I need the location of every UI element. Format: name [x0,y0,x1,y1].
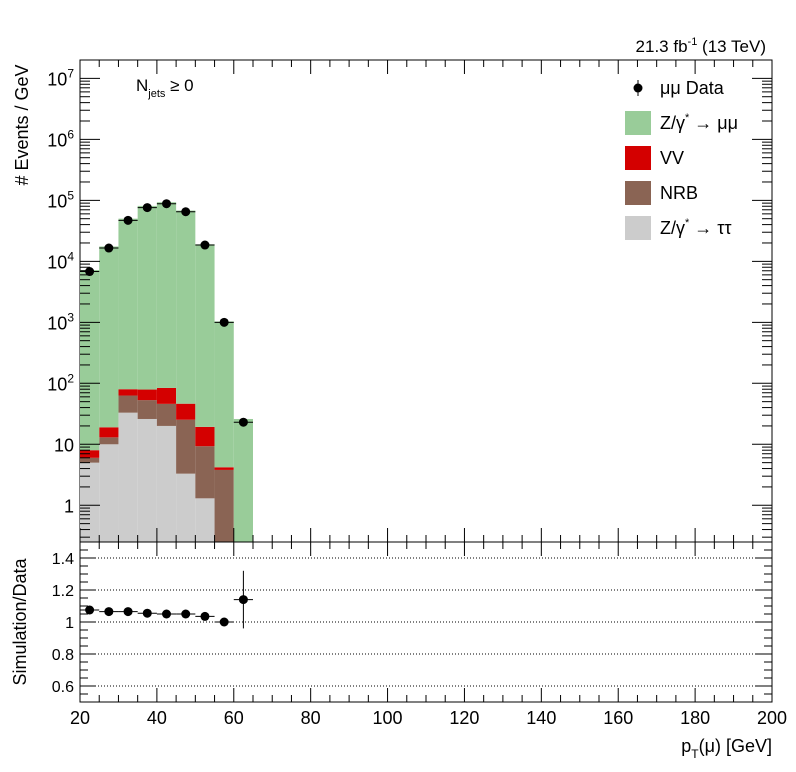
ratio-gridlines [80,557,772,687]
legend-swatch [625,111,651,135]
data-point [123,215,133,225]
ratio-y-tick-label: 1.4 [52,551,74,568]
legend: μμ Data Z/γ* → μμ VV NRB Z/γ* → ττ [625,78,738,240]
bar-3-1 [99,246,119,428]
ratio-point [104,607,114,617]
bar-1-7 [214,469,234,542]
bar-3-5 [176,210,196,404]
bar-3-0 [80,269,100,451]
ratio-y-axis-label: Simulation/Data [10,557,30,685]
bar-1-3 [137,400,157,419]
y-tick-label: 105 [47,188,74,211]
bar-2-1 [99,427,119,438]
bar-1-2 [118,395,138,413]
ratio-y-tick-label: 1.2 [52,583,74,600]
ratio-point [238,595,248,605]
bar-2-5 [176,403,196,420]
legend-swatch [625,216,651,240]
bar-0-0 [80,462,100,542]
data-point [219,317,229,327]
legend-label: Z/γ* → μμ [660,112,738,133]
x-tick-label: 160 [603,708,633,728]
stacked-histogram [80,202,253,542]
bar-3-6 [195,244,215,427]
luminosity-label: 21.3 fb-1 (13 TeV) [636,36,766,56]
ratio-y-tick-label: 0.8 [52,647,74,664]
x-tick-label: 20 [70,708,90,728]
ratio-panel: 0.60.811.21.420 40 60 80 100 120 140 160 180 200 … [10,541,787,761]
x-tick-label: 120 [449,708,479,728]
ratio-point [200,611,210,621]
legend-swatch [625,181,651,205]
data-point [85,267,95,277]
data-point [162,199,171,209]
bar-1-1 [99,437,119,445]
bar-2-2 [118,389,138,396]
y-tick-label: 103 [47,310,74,333]
data-point [142,203,152,213]
ratio-point [123,607,133,617]
bar-1-6 [195,446,215,499]
bar-2-7 [214,467,234,470]
bar-3-4 [156,202,177,388]
ratio-axes: 0.6 0.8 1 1.2 1.4 20 40 60 80 100 120 140 160 180 200 [52,541,787,728]
legend-label: μμ Data [660,78,725,98]
bar-0-2 [118,412,138,542]
x-tick-label: 60 [224,708,244,728]
x-tick-label: 180 [680,708,710,728]
x-tick-label: 80 [301,708,321,728]
jet-multiplicity-annotation: Njets ≥ 0 [136,76,194,100]
ratio-points [80,570,253,629]
ratio-y-tick-label: 1 [65,615,74,632]
bar-1-5 [176,419,196,474]
y-tick-label: 102 [47,371,74,394]
legend-label: NRB [660,183,698,203]
y-tick-label: 1 [64,496,74,516]
y-tick-label: 104 [47,249,74,272]
y-axis-label: # Events / GeV [12,64,32,185]
x-tick-label: 140 [526,708,556,728]
main-axes: 1 10 102 103 104 105 106 107 [47,59,773,542]
y-tick-label: 10 [54,435,74,455]
main-panel: 1 10 102 103 104 105 106 107 # Events / GeV 21.… [12,36,773,543]
bar-0-1 [99,444,119,542]
bar-3-2 [118,218,138,390]
bar-0-4 [156,425,177,542]
ratio-point [142,608,152,618]
bar-3-3 [137,205,157,390]
data-point [181,207,191,217]
y-tick-label: 106 [47,127,74,150]
x-tick-label: 40 [147,708,167,728]
bar-0-3 [137,418,157,542]
legend-marker [633,83,643,93]
bar-0-6 [195,498,215,542]
x-axis-label: pT(μ) [GeV] [681,736,772,761]
bar-2-4 [156,387,177,404]
legend-label: Z/γ* → ττ [660,217,732,238]
bar-3-8 [233,418,253,542]
bar-1-0 [80,457,100,463]
x-tick-label: 100 [373,708,403,728]
data-point [238,417,248,427]
ratio-point [181,609,191,619]
bar-2-6 [195,426,215,447]
data-points [80,199,253,427]
bar-2-3 [137,389,157,401]
bar-0-5 [176,473,196,542]
data-point [104,243,114,253]
ratio-point [85,605,95,615]
ratio-y-tick-label: 0.6 [52,679,74,696]
x-tick-label: 200 [757,708,787,728]
legend-label: VV [660,148,684,168]
y-tick-label: 107 [47,66,74,89]
legend-swatch [625,146,651,170]
ratio-point [219,617,229,627]
bar-1-4 [156,403,177,426]
ratio-point [162,609,171,619]
data-point [200,240,210,250]
bar-3-7 [214,321,234,468]
